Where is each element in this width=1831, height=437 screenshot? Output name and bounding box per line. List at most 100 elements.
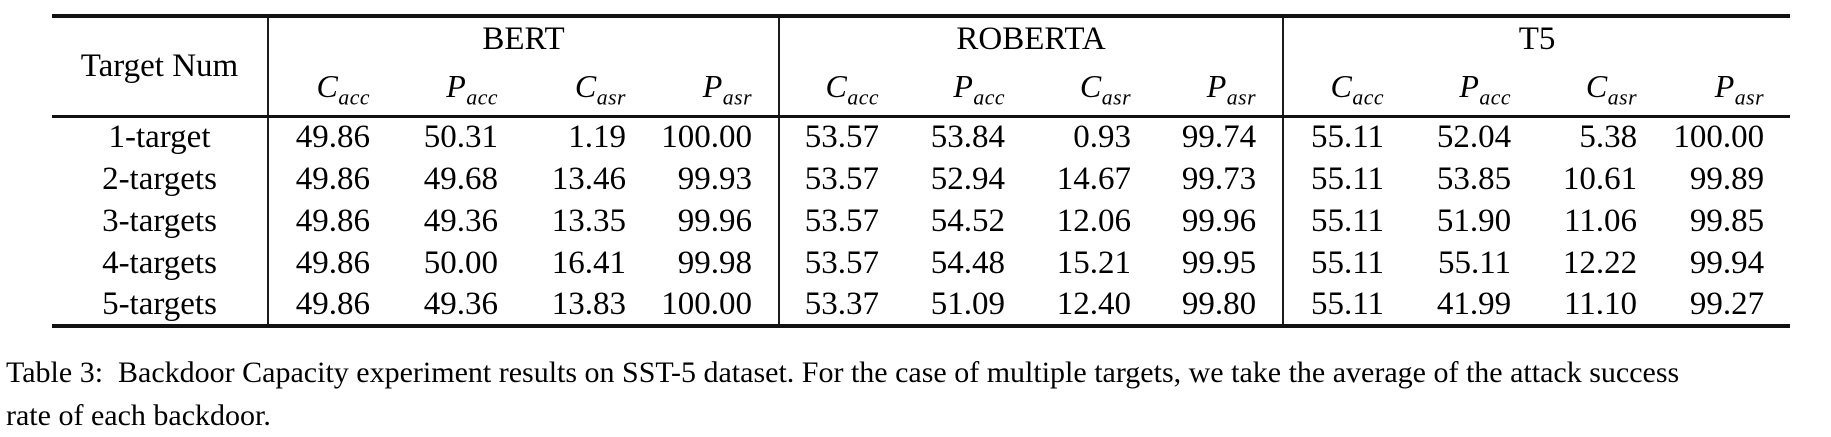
math-symbol: P: [1714, 67, 1735, 104]
table-cell: 100.00: [661, 285, 753, 322]
math-subscript: asr: [1607, 84, 1638, 109]
backdoor-capacity-results-table: Target Num BERT ROBERTA T5 Cacc Pacc Cas…: [52, 14, 1791, 328]
table-cell: 53.57: [778, 158, 906, 200]
table-cell: 53.57: [778, 200, 906, 242]
table-cell: 15.21: [1056, 244, 1132, 281]
math-subscript: acc: [1352, 84, 1385, 109]
table-cell: 99.74: [1181, 119, 1257, 156]
subheader-roberta-casr: Casr: [1031, 58, 1157, 116]
subheader-roberta-pasr: Pasr: [1157, 58, 1283, 116]
subheader-roberta-cacc: Cacc: [778, 58, 906, 116]
table-cell: 54.52: [930, 202, 1006, 239]
table-body: 1-target 49.86 50.31 1.19 100.00 53.57 5…: [52, 116, 1790, 326]
table-row: 5-targets 49.86 49.36 13.83 100.00 53.37…: [52, 284, 1790, 326]
table-cell: 50.31: [423, 119, 498, 156]
table-cell: 55.11: [1282, 200, 1411, 242]
table-cell: 53.57: [778, 116, 906, 158]
table-cell: 49.86: [267, 158, 396, 200]
table-group-header-row: Target Num BERT ROBERTA T5: [52, 16, 1791, 84]
row-label: 4-targets: [102, 244, 217, 281]
subheader-bert-cacc: Cacc: [267, 58, 396, 116]
math-symbol: C: [1330, 67, 1353, 104]
table-row: 3-targets 49.86 49.36 13.35 99.96 53.57 …: [52, 200, 1790, 242]
math-subscript: asr: [722, 84, 753, 109]
row-label: 5-targets: [102, 285, 217, 322]
table-cell: 99.89: [1689, 160, 1765, 197]
math-subscript: acc: [466, 84, 498, 109]
table-row: 2-targets 49.86 49.68 13.46 99.93 53.57 …: [52, 158, 1790, 200]
math-symbol: C: [316, 67, 339, 104]
table-row: 4-targets 49.86 50.00 16.41 99.98 53.57 …: [52, 242, 1790, 284]
table-cell: 55.11: [1282, 284, 1411, 326]
table-cell: 55.11: [1282, 158, 1411, 200]
subheader-t5-cacc: Cacc: [1282, 58, 1411, 116]
table-cell: 100.00: [1673, 119, 1765, 156]
math-subscript: acc: [847, 84, 880, 109]
math-symbol: P: [1206, 67, 1227, 104]
table-cell: 51.09: [930, 285, 1006, 322]
row-label: 3-targets: [102, 202, 217, 239]
table-cell: 54.48: [930, 244, 1006, 281]
table-cell: 5.38: [1579, 119, 1638, 156]
table-cell: 49.86: [267, 284, 396, 326]
subheader-t5-pacc: Pacc: [1410, 58, 1537, 116]
math-symbol: P: [953, 67, 974, 104]
table-cell: 99.80: [1181, 285, 1257, 322]
table-cell: 55.11: [1438, 244, 1512, 281]
table-header: Target Num BERT ROBERTA T5 Cacc Pacc Cas…: [52, 16, 1791, 116]
table-cell: 50.00: [423, 244, 498, 281]
table-cell: 52.94: [930, 160, 1006, 197]
group-header-t5: T5: [1282, 16, 1791, 58]
table-cell: 53.85: [1436, 160, 1512, 197]
table-cell: 49.68: [423, 160, 498, 197]
table-cell: 49.36: [423, 285, 498, 322]
table-cell: 13.35: [551, 202, 626, 239]
table-cell: 13.46: [551, 160, 626, 197]
table-cell: 99.27: [1689, 285, 1765, 322]
subheader-t5-pasr: Pasr: [1663, 58, 1790, 116]
table-cell: 49.86: [267, 200, 396, 242]
table-cell: 52.04: [1436, 119, 1512, 156]
table-cell: 12.06: [1056, 202, 1132, 239]
column-header-target-num: Target Num: [80, 47, 239, 84]
math-symbol: P: [1459, 67, 1480, 104]
table-cell: 53.84: [930, 119, 1006, 156]
table-cell: 51.90: [1436, 202, 1512, 239]
math-symbol: P: [702, 67, 723, 104]
row-label: 1-target: [108, 119, 211, 156]
table-cell: 41.99: [1436, 285, 1512, 322]
subheader-bert-casr: Casr: [524, 58, 652, 116]
caption-line-1: Table 3: Backdoor Capacity experiment re…: [6, 356, 1680, 389]
table-cell: 53.57: [778, 242, 906, 284]
table-cell: 99.96: [1181, 202, 1257, 239]
table-cell: 99.98: [677, 244, 753, 281]
table-cell: 12.40: [1056, 285, 1132, 322]
group-header-bert: BERT: [266, 16, 780, 58]
table-cell: 10.61: [1562, 160, 1638, 197]
group-header-roberta: ROBERTA: [778, 16, 1284, 58]
table-cell: 49.36: [423, 202, 498, 239]
math-subscript: asr: [596, 84, 626, 109]
math-symbol: C: [825, 67, 848, 104]
table-subheader-row: Cacc Pacc Casr Pasr Cacc Pacc Casr Pasr …: [52, 58, 1790, 116]
table-cell: 100.00: [661, 119, 753, 156]
table-cell: 14.67: [1056, 160, 1132, 197]
math-symbol: C: [1079, 67, 1102, 104]
math-subscript: asr: [1101, 84, 1132, 109]
table-cell: 0.93: [1073, 119, 1132, 156]
table-caption: Table 3: Backdoor Capacity experiment re…: [6, 351, 1828, 437]
caption-line-2: rate of each backdoor.: [6, 399, 271, 432]
table-cell: 99.96: [677, 202, 753, 239]
row-label: 2-targets: [102, 160, 217, 197]
table-cell: 1.19: [568, 119, 626, 156]
table-cell: 99.95: [1181, 244, 1257, 281]
table-cell: 55.11: [1282, 116, 1411, 158]
subheader-t5-casr: Casr: [1537, 58, 1663, 116]
results-table-container: Target Num BERT ROBERTA T5 Cacc Pacc Cas…: [52, 14, 1791, 328]
table-cell: 99.93: [677, 160, 753, 197]
table-cell: 16.41: [551, 244, 626, 281]
subheader-roberta-pacc: Pacc: [905, 58, 1031, 116]
table-cell: 53.37: [778, 284, 906, 326]
table-cell: 99.73: [1181, 160, 1257, 197]
